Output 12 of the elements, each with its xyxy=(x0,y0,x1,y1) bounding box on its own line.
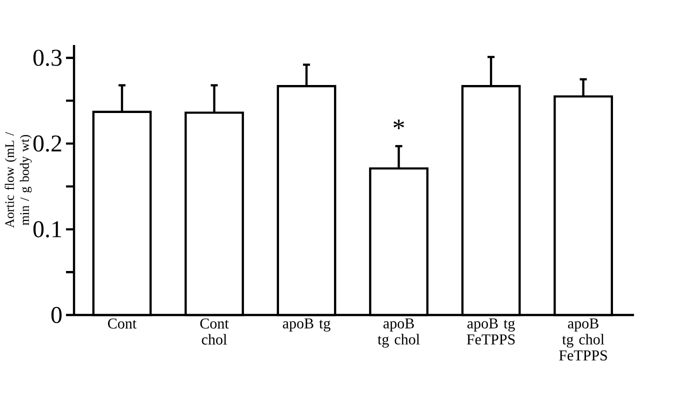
y-tick-label: 0 xyxy=(51,306,62,324)
annotation: * xyxy=(394,120,404,130)
x-tick-label: apoB tg chol FeTPPS xyxy=(559,318,607,360)
y-tick-label: 0.1 xyxy=(33,221,62,238)
y-tick-label: 0.2 xyxy=(33,135,62,152)
y-axis-title: Aortic flow (mL / min / g body wt) xyxy=(4,132,32,228)
x-tick-label: apoB tg xyxy=(282,318,330,332)
x-tick-label: apoB tg FeTPPS xyxy=(466,318,515,344)
x-tick-label: Cont chol xyxy=(200,318,229,345)
x-tick-label: apoB tg chol xyxy=(378,318,420,348)
y-tick-label: 0.3 xyxy=(33,50,62,66)
x-tick-label: Cont xyxy=(108,318,136,329)
